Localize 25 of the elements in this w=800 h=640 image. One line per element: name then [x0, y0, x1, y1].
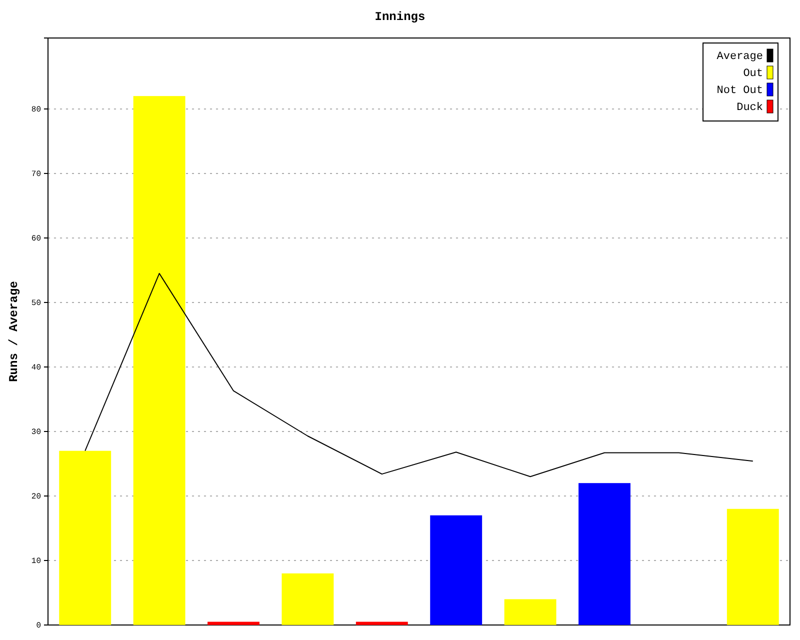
bar [578, 483, 630, 625]
bar [282, 573, 334, 625]
y-tick-label: 80 [31, 106, 42, 115]
y-axis-title: Runs / Average [7, 281, 21, 382]
y-tick-label: 20 [31, 492, 42, 502]
y-tick-label: 70 [31, 170, 42, 180]
legend-label: Out [743, 68, 763, 80]
bar [726, 508, 779, 625]
y-tick-label: 30 [31, 428, 42, 438]
bar [133, 96, 186, 625]
legend-label: Duck [736, 102, 764, 114]
chart-title: Innings [374, 10, 426, 24]
y-tick-label: 40 [31, 364, 42, 373]
bar [208, 622, 260, 625]
line-series [84, 272, 754, 478]
bar [59, 450, 112, 625]
y-tick-label: 10 [31, 557, 42, 566]
bar [356, 622, 408, 625]
bar [430, 515, 482, 625]
legend-label: Not Out [716, 85, 763, 97]
bar [504, 599, 556, 625]
legend-label: Average [716, 51, 763, 63]
y-tick-label: 50 [31, 299, 42, 308]
y-tick-label: 0 [36, 622, 42, 631]
y-tick-label: 60 [31, 234, 42, 244]
